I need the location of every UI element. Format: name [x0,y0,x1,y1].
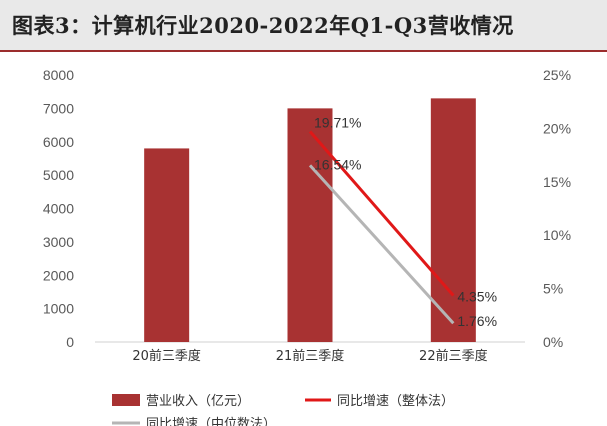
category-label: 22前三季度 [419,348,488,364]
left-tick-label: 2000 [43,267,74,283]
left-tick-label: 4000 [43,201,74,217]
title-bar: 图表3：计算机行业2020-2022年Q1-Q3营收情况 [0,0,607,52]
legend-label: 同比增速（整体法） [337,394,454,409]
bar [287,108,333,342]
left-tick-label: 3000 [43,234,74,250]
left-tick-label: 1000 [43,301,74,317]
left-tick-label: 7000 [43,100,74,116]
category-label: 21前三季度 [276,348,345,364]
right-tick-label: 10% [543,227,571,243]
right-tick-label: 20% [543,120,571,136]
bar [430,98,476,342]
legend-label: 营业收入（亿元） [146,394,250,409]
right-tick-label: 15% [543,174,571,190]
data-label: 16.54% [314,156,361,172]
category-label: 20前三季度 [132,348,201,364]
left-tick-label: 6000 [43,134,74,150]
series-line [308,164,455,325]
bar [144,148,190,342]
right-tick-label: 25% [543,67,571,83]
left-tick-label: 0 [66,334,74,350]
legend-label: 同比增速（中位数法） [146,417,276,426]
series-line [308,130,455,297]
legend-swatch-bar [112,394,140,406]
right-tick-label: 5% [543,281,563,297]
data-label: 19.71% [314,114,361,130]
left-tick-label: 8000 [43,67,74,83]
chart-title: 图表3：计算机行业2020-2022年Q1-Q3营收情况 [12,13,514,38]
left-tick-label: 5000 [43,167,74,183]
right-tick-label: 0% [543,334,563,350]
data-label: 4.35% [457,289,497,305]
data-label: 1.76% [457,313,497,329]
